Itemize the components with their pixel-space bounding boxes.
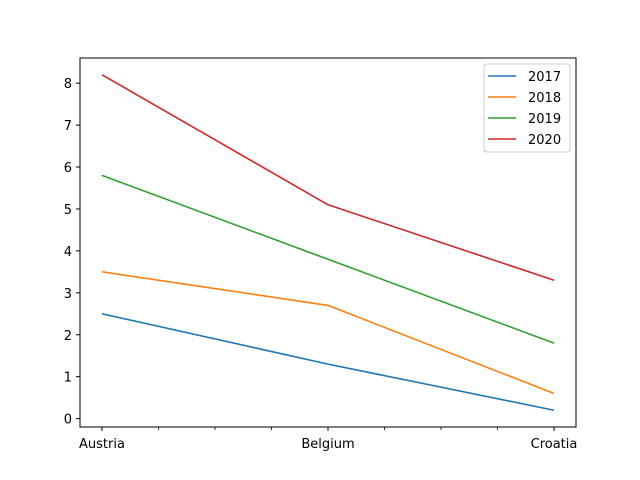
legend-label: 2020 <box>528 133 561 148</box>
series-line-2020 <box>101 74 555 281</box>
y-tick-label: 8 <box>64 77 72 92</box>
legend-label: 2019 <box>528 112 561 127</box>
y-tick-label: 0 <box>64 413 72 428</box>
y-tick-label: 6 <box>64 161 72 176</box>
series-layer <box>101 74 555 412</box>
y-tick-label: 5 <box>64 203 72 218</box>
y-tick-label: 7 <box>64 119 72 134</box>
x-tick-label: Belgium <box>301 437 354 452</box>
y-tick-label: 3 <box>64 287 72 302</box>
legend: 2017 2018 2019 2020 <box>483 63 571 153</box>
legend-label: 2017 <box>528 70 561 85</box>
legend-box <box>483 63 571 153</box>
series-line-2019 <box>101 174 555 344</box>
y-tick-label: 2 <box>64 329 72 344</box>
legend-label: 2018 <box>528 91 561 106</box>
x-tick-label: Croatia <box>531 437 578 452</box>
x-tick-label: Austria <box>79 437 125 452</box>
y-tick-label: 1 <box>64 371 72 386</box>
y-tick-label: 4 <box>64 245 72 260</box>
series-line-2017 <box>101 313 555 412</box>
axis-layer: 0 1 2 3 4 5 6 7 8 Austria Belgium Croatia <box>64 77 578 452</box>
series-line-2018 <box>101 271 555 395</box>
